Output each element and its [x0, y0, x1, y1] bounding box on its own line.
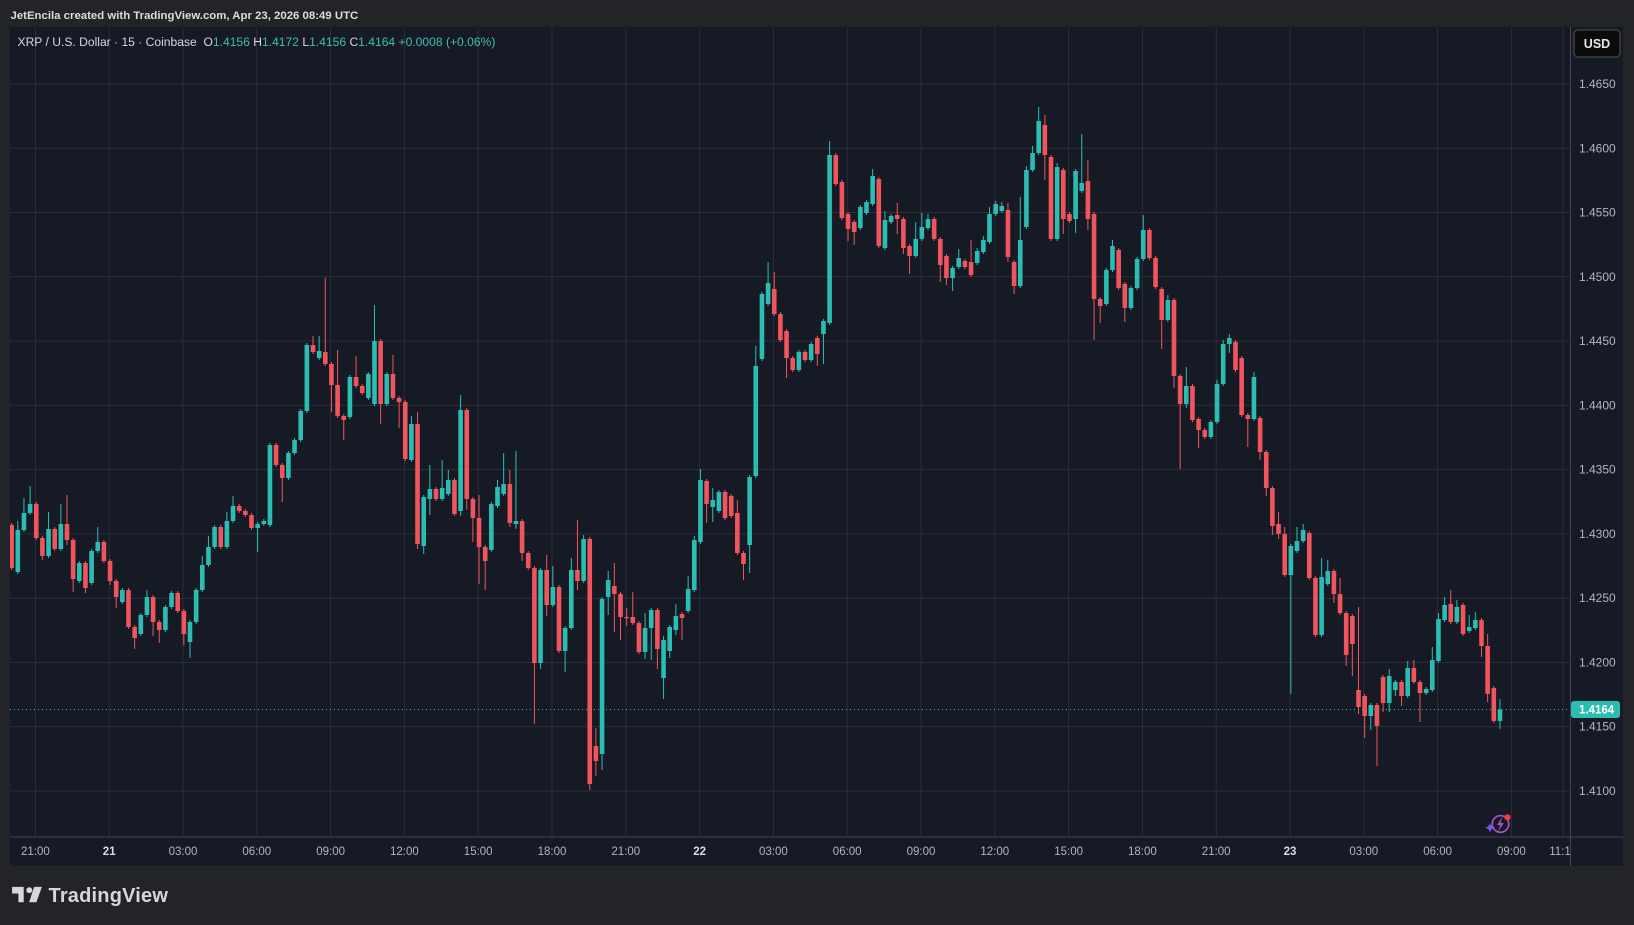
svg-text:18:00: 18:00	[1128, 846, 1157, 858]
svg-text:21:00: 21:00	[611, 846, 640, 858]
svg-text:1.4200: 1.4200	[1579, 655, 1616, 669]
svg-text:12:00: 12:00	[980, 846, 1009, 858]
svg-text:1.4600: 1.4600	[1579, 141, 1616, 155]
svg-text:21:00: 21:00	[1202, 846, 1231, 858]
svg-text:TradingView: TradingView	[49, 885, 169, 907]
svg-text:1.4250: 1.4250	[1579, 591, 1616, 605]
svg-text:09:00: 09:00	[1497, 846, 1526, 858]
svg-text:1.4450: 1.4450	[1579, 334, 1616, 348]
svg-text:09:00: 09:00	[907, 846, 936, 858]
svg-text:1.4150: 1.4150	[1579, 720, 1616, 734]
svg-text:1.4100: 1.4100	[1579, 784, 1616, 798]
svg-text:1.4164: 1.4164	[1579, 705, 1615, 717]
svg-text:18:00: 18:00	[538, 846, 567, 858]
svg-text:1.4500: 1.4500	[1579, 270, 1616, 284]
svg-text:15:00: 15:00	[464, 846, 493, 858]
svg-text:JetEncila created with Trading: JetEncila created with TradingView.com, …	[11, 10, 359, 22]
svg-text:06:00: 06:00	[833, 846, 862, 858]
svg-text:23: 23	[1284, 846, 1297, 858]
svg-text:USD: USD	[1584, 37, 1610, 51]
svg-text:1.4400: 1.4400	[1579, 398, 1616, 412]
svg-text:06:00: 06:00	[242, 846, 271, 858]
svg-text:12:00: 12:00	[390, 846, 419, 858]
svg-text:03:00: 03:00	[1349, 846, 1378, 858]
svg-text:1.4350: 1.4350	[1579, 463, 1616, 477]
svg-text:21:00: 21:00	[21, 846, 50, 858]
svg-text:03:00: 03:00	[169, 846, 198, 858]
svg-text:21: 21	[103, 846, 116, 858]
svg-text:22: 22	[693, 846, 706, 858]
svg-text:1.4300: 1.4300	[1579, 527, 1616, 541]
svg-text:09:00: 09:00	[316, 846, 345, 858]
svg-text:XRP / U.S. Dollar · 15 · Coinb: XRP / U.S. Dollar · 15 · Coinbase O1.415…	[18, 35, 496, 49]
svg-text:11:1: 11:1	[1549, 846, 1571, 858]
svg-text:06:00: 06:00	[1423, 846, 1452, 858]
svg-text:1.4650: 1.4650	[1579, 77, 1616, 91]
svg-text:03:00: 03:00	[759, 846, 788, 858]
svg-text:1.4550: 1.4550	[1579, 206, 1616, 220]
svg-text:15:00: 15:00	[1054, 846, 1083, 858]
